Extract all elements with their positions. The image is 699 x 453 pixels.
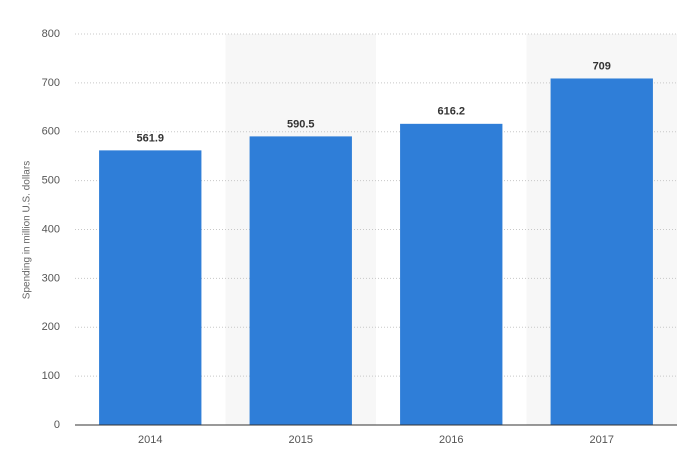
y-tick-label: 100 bbox=[42, 370, 60, 382]
bar bbox=[400, 123, 503, 426]
x-tick-label: 2016 bbox=[439, 434, 463, 446]
y-tick-label: 600 bbox=[42, 126, 60, 138]
data-label: 561.9 bbox=[136, 132, 164, 144]
y-tick-label: 400 bbox=[42, 223, 60, 235]
x-tick-label: 2014 bbox=[138, 434, 162, 446]
y-axis-label: Spending in million U.S. dollars bbox=[22, 161, 33, 299]
y-tick-label: 200 bbox=[42, 321, 60, 333]
y-tick-label: 500 bbox=[42, 175, 60, 187]
x-tick-label: 2017 bbox=[590, 434, 614, 446]
data-label: 616.2 bbox=[437, 106, 465, 118]
y-tick-label: 700 bbox=[42, 77, 60, 89]
y-tick-label: 300 bbox=[42, 272, 60, 284]
x-tick-label: 2015 bbox=[289, 434, 313, 446]
data-label: 709 bbox=[593, 60, 611, 72]
y-tick-label: 0 bbox=[54, 419, 60, 431]
bar bbox=[99, 150, 202, 425]
y-tick-label: 800 bbox=[42, 28, 60, 40]
data-label: 590.5 bbox=[287, 118, 315, 130]
bar bbox=[249, 136, 352, 425]
bar bbox=[550, 78, 653, 425]
